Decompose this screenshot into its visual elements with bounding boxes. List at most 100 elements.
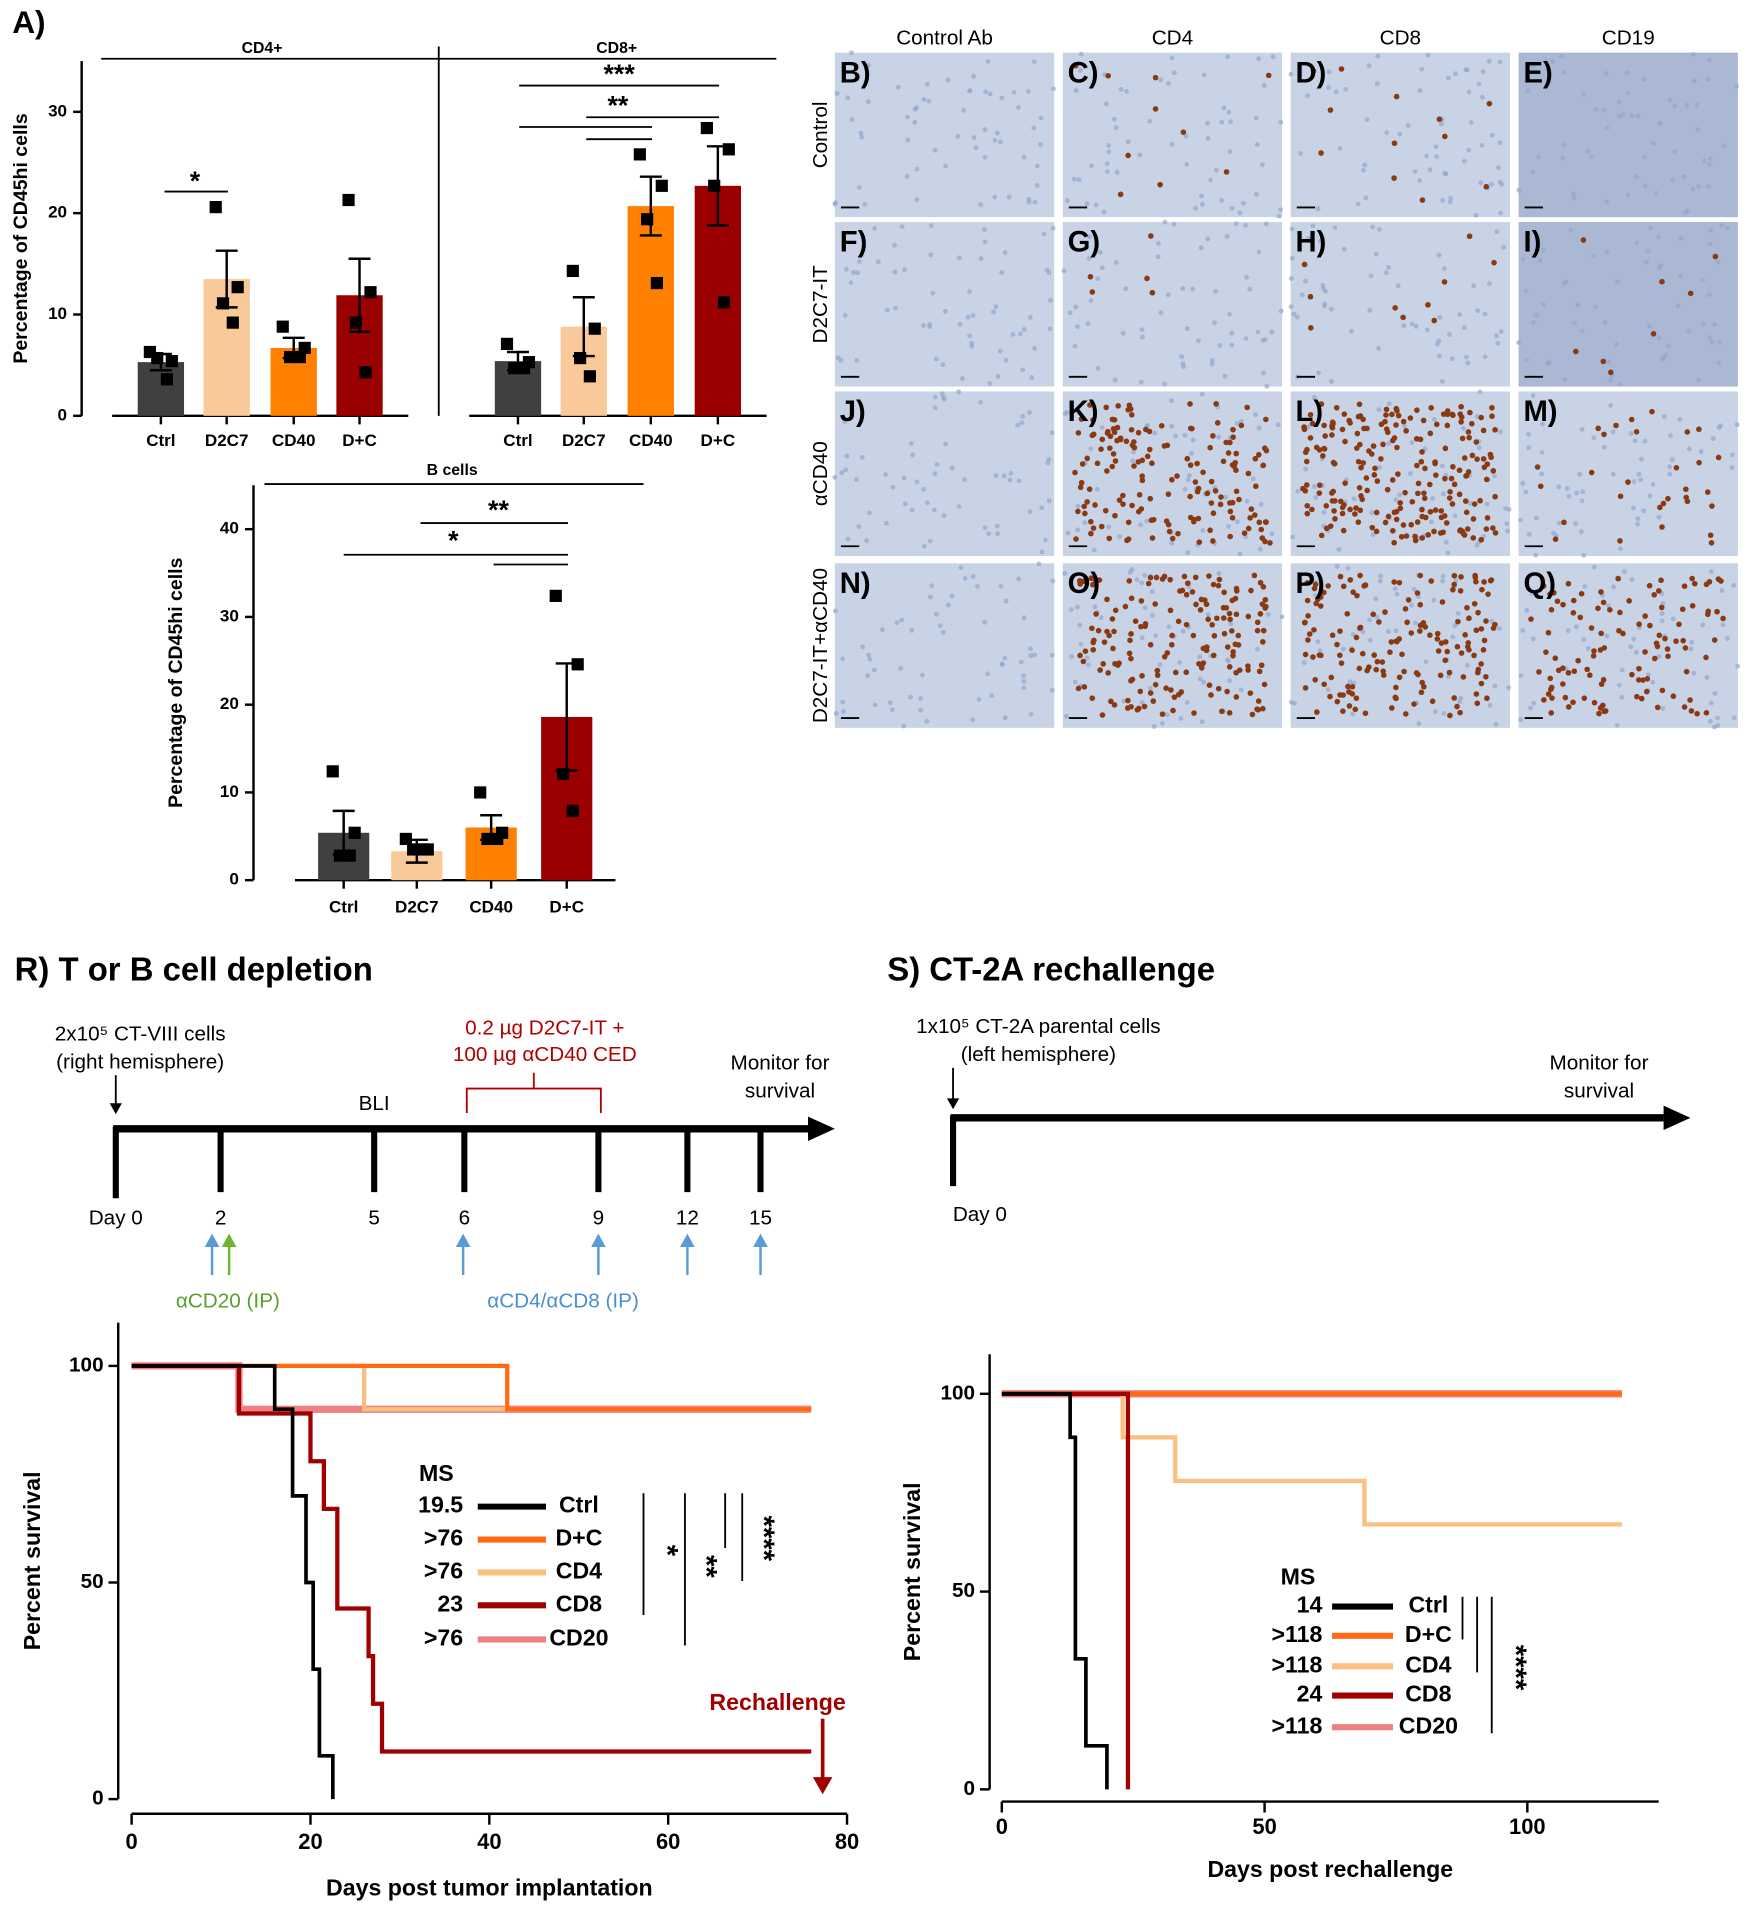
stain-dot	[1342, 480, 1348, 486]
nucleus	[1690, 186, 1696, 192]
nucleus	[1289, 699, 1294, 705]
nucleus	[835, 355, 841, 361]
stain-dot	[1307, 435, 1314, 441]
nucleus	[1205, 120, 1210, 126]
stain-dot	[1084, 499, 1090, 505]
stain-dot	[1490, 525, 1496, 531]
nucleus	[970, 312, 976, 318]
nucleus	[1556, 520, 1562, 526]
stain-dot	[1230, 426, 1236, 433]
nucleus	[1672, 103, 1678, 109]
stain-dot	[1147, 495, 1154, 502]
nucleus	[1018, 659, 1024, 665]
nucleus	[1350, 711, 1356, 717]
nucleus	[969, 343, 975, 349]
stain-dot	[1245, 667, 1251, 673]
nucleus	[890, 484, 896, 490]
nucleus	[932, 394, 938, 400]
nucleus	[1634, 240, 1640, 246]
nucleus	[958, 565, 964, 571]
stain-dot	[1598, 630, 1604, 637]
stain-dot	[1165, 491, 1172, 497]
stain-dot	[1570, 597, 1577, 604]
row-label: D2C7-IT+αCD40	[809, 568, 832, 723]
stain-dot	[1478, 680, 1485, 687]
nucleus	[1250, 476, 1256, 482]
row-label: αCD40	[809, 441, 832, 506]
nucleus	[1498, 429, 1503, 435]
timeline-text: Monitor for	[731, 1052, 830, 1075]
stain-dot	[1198, 596, 1205, 603]
stain-dot	[1323, 503, 1330, 509]
nucleus	[1530, 63, 1536, 69]
stain-dot	[1572, 348, 1579, 355]
nucleus	[845, 95, 851, 101]
stain-dot	[1548, 606, 1555, 613]
nucleus	[904, 114, 910, 120]
stain-dot	[1483, 618, 1489, 624]
stain-dot	[1490, 468, 1497, 474]
nucleus	[991, 309, 996, 315]
nucleus	[931, 507, 937, 513]
stain-dot	[1203, 647, 1210, 654]
x-tick-label: CD40	[272, 431, 316, 450]
nucleus	[1021, 685, 1027, 691]
stain-dot	[1230, 652, 1236, 659]
stain-dot	[1536, 669, 1542, 675]
stain-dot	[1425, 302, 1431, 308]
nucleus	[1088, 163, 1094, 169]
stain-dot	[1409, 498, 1416, 505]
stain-dot	[1098, 523, 1105, 530]
nucleus	[871, 667, 877, 673]
stain-dot	[1388, 705, 1395, 711]
stain-dot	[1465, 469, 1472, 475]
nucleus	[1227, 149, 1233, 154]
nucleus	[1620, 112, 1626, 117]
stain-dot	[1703, 654, 1709, 661]
nucleus	[1264, 383, 1270, 389]
ihc-image	[834, 52, 1055, 218]
stain-dot	[1465, 640, 1472, 646]
nucleus	[1301, 660, 1307, 666]
stain-dot	[1565, 580, 1572, 587]
stain-dot	[1196, 661, 1202, 667]
data-point	[165, 355, 178, 368]
nucleus	[884, 307, 890, 313]
stain-dot	[1411, 701, 1417, 707]
nucleus	[865, 99, 871, 105]
nucleus	[867, 510, 872, 516]
data-point	[474, 786, 487, 799]
stain-dot	[1415, 671, 1421, 678]
stain-dot	[1320, 453, 1326, 459]
stain-dot	[1421, 495, 1428, 502]
nucleus	[1686, 446, 1692, 452]
nucleus	[1120, 330, 1126, 336]
nucleus	[901, 723, 907, 729]
stain-dot	[1356, 665, 1363, 672]
stain-dot	[1161, 573, 1168, 580]
nucleus	[1550, 58, 1555, 64]
nucleus	[1464, 67, 1470, 73]
survival-curve	[1001, 1391, 1622, 1527]
nucleus	[1197, 654, 1203, 660]
nucleus	[1201, 679, 1207, 685]
stain-dot	[1107, 433, 1114, 440]
nucleus	[1269, 531, 1275, 537]
stain-dot	[1149, 460, 1155, 467]
stain-dot	[1232, 641, 1239, 648]
stain-dot	[1330, 488, 1337, 495]
nucleus	[1449, 356, 1455, 362]
nucleus	[1200, 201, 1205, 207]
stain-dot	[1642, 649, 1648, 655]
nucleus	[1663, 352, 1669, 358]
stain-dot	[1248, 506, 1255, 512]
nucleus	[1257, 546, 1263, 552]
stain-dot	[1434, 636, 1441, 642]
stain-dot	[1312, 676, 1319, 683]
nucleus	[1303, 466, 1309, 472]
x-tick-label: 60	[656, 1829, 680, 1854]
nucleus	[1440, 463, 1445, 469]
stain-dot	[1456, 467, 1463, 474]
stain-dot	[1570, 610, 1577, 616]
nucleus	[926, 98, 932, 104]
